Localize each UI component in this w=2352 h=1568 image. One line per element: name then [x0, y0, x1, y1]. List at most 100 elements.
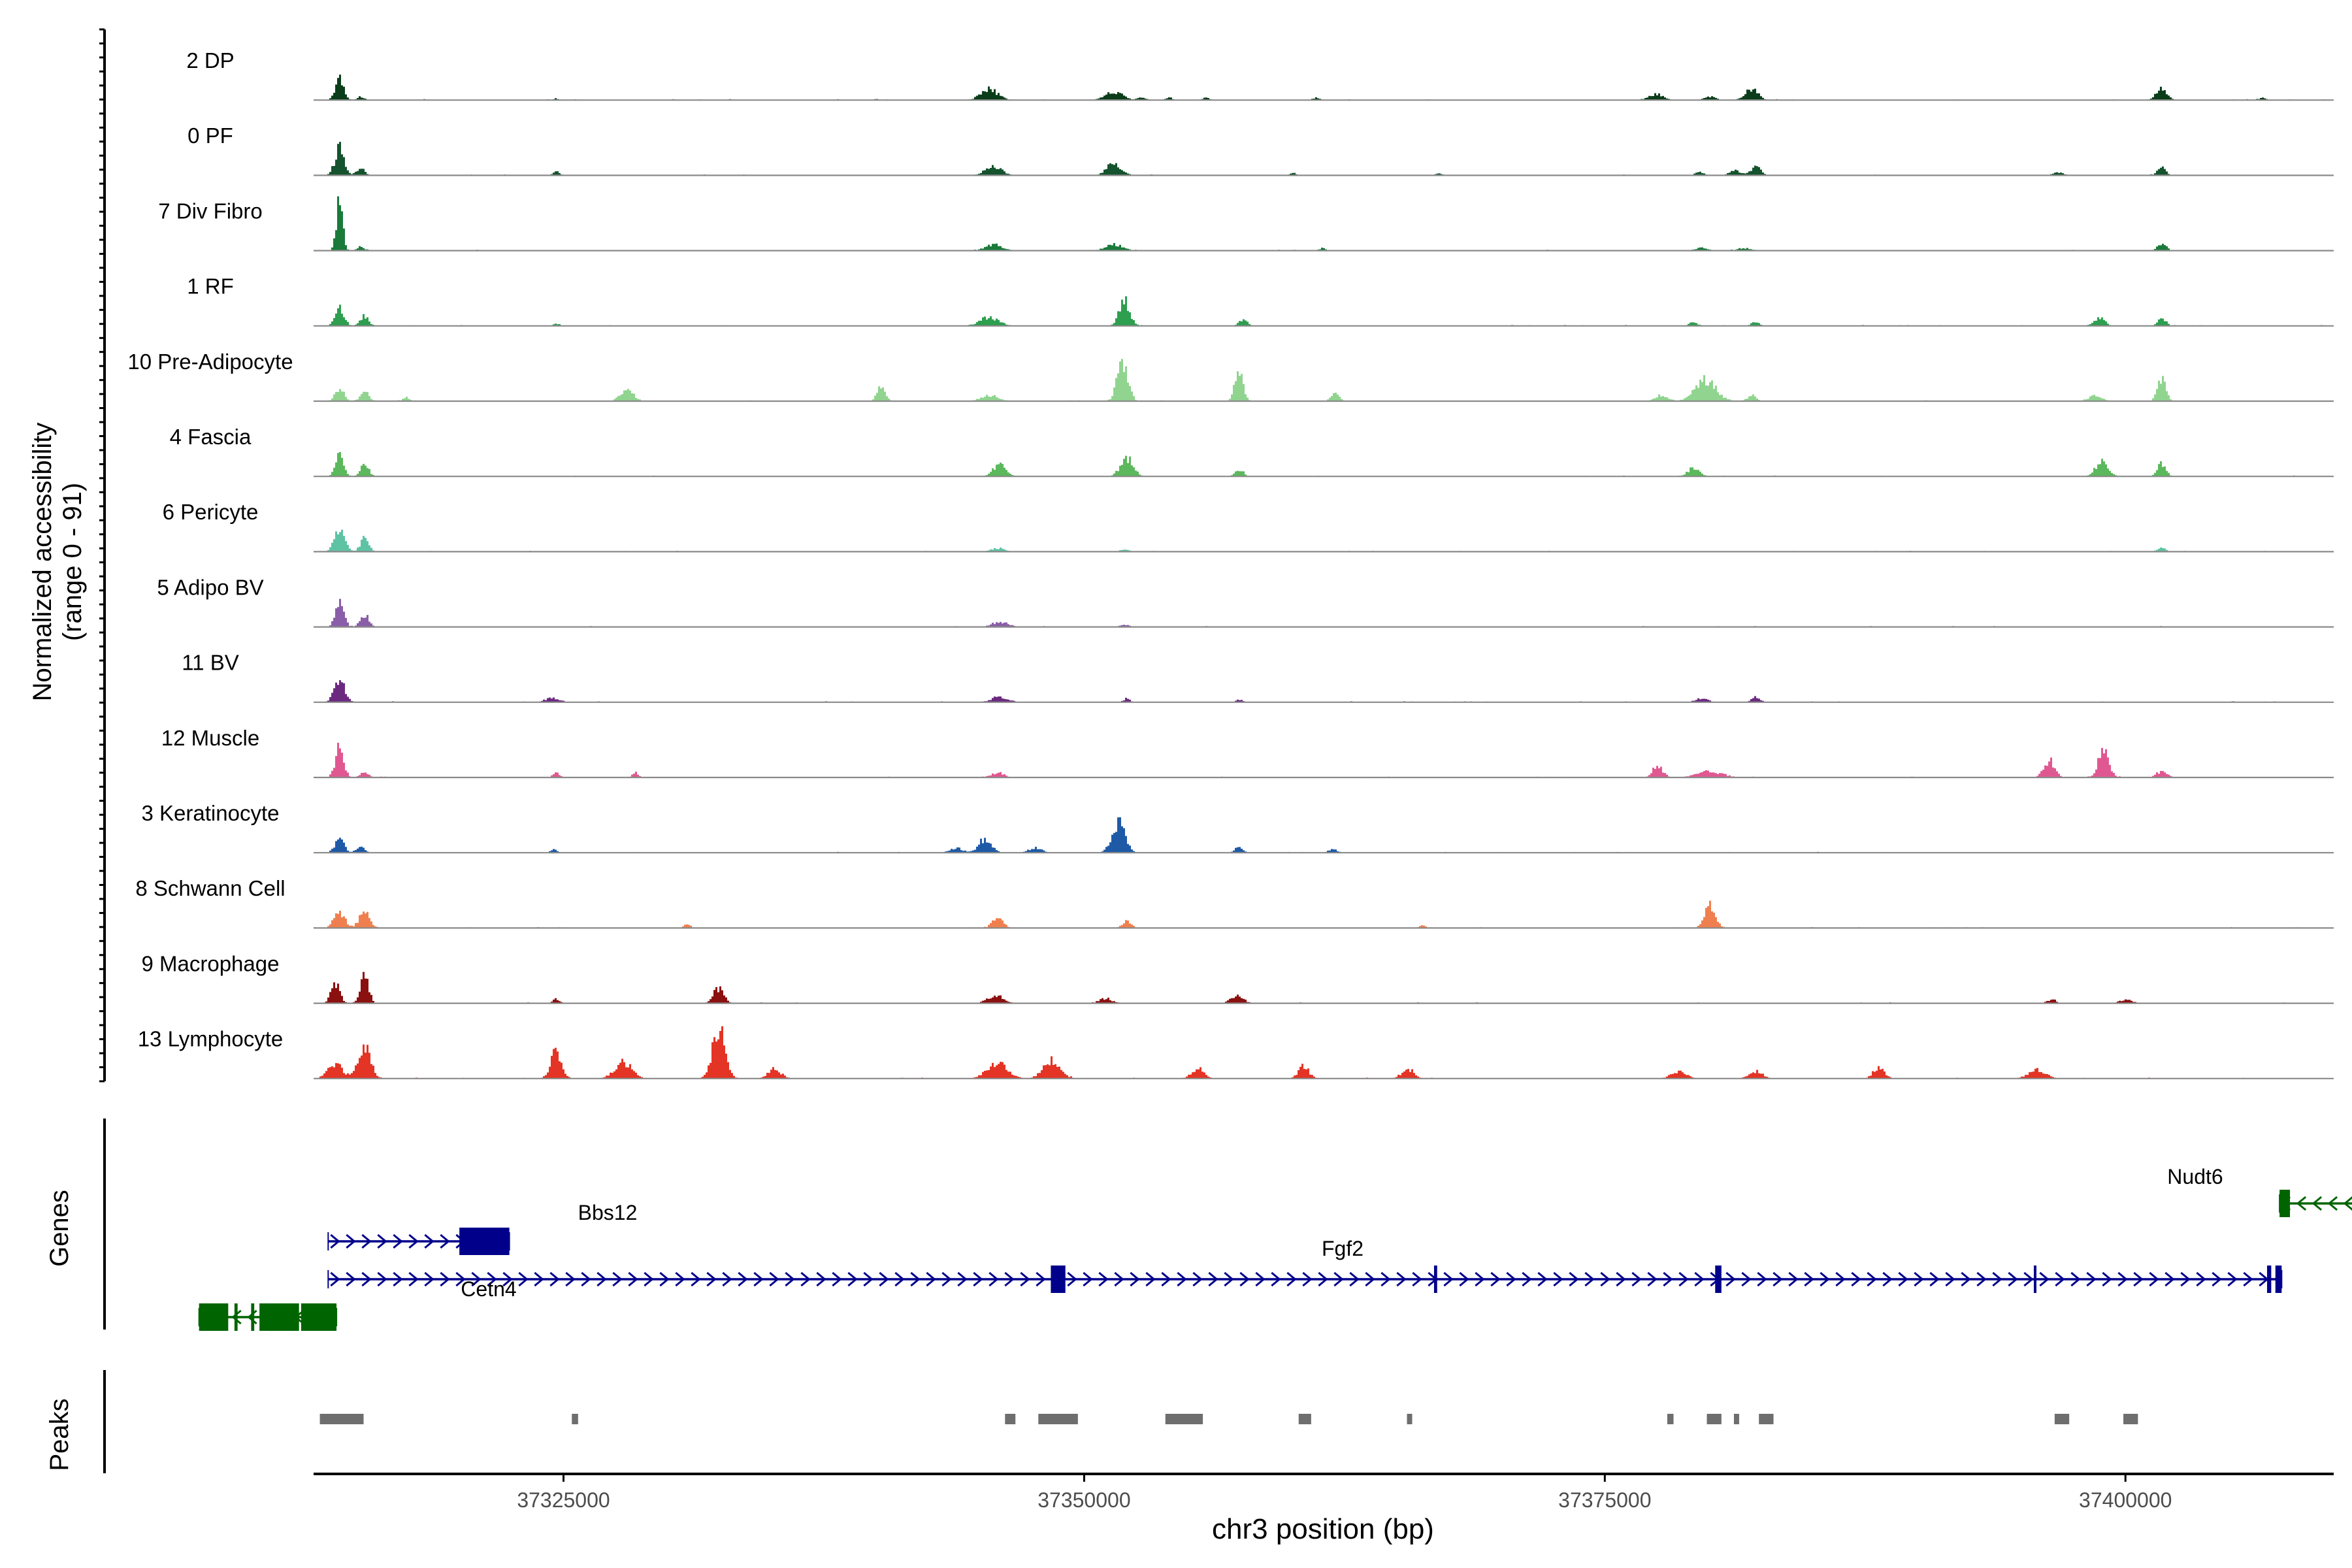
strand-arrow [2133, 1271, 2144, 1287]
strand-arrow [1083, 1271, 1093, 1287]
strand-arrow [424, 1271, 434, 1287]
strand-arrow [1741, 1271, 1752, 1287]
exon [1051, 1266, 1066, 1293]
exon [2275, 1266, 2282, 1293]
strand-arrow [2117, 1271, 2128, 1287]
peak-region [319, 1414, 364, 1424]
strand-arrow [440, 1233, 450, 1249]
strand-arrow [926, 1271, 936, 1287]
exon [2033, 1266, 2036, 1293]
strand-arrow [2070, 1271, 2081, 1287]
strand-arrow [2039, 1271, 2050, 1287]
strand-arrow [832, 1271, 842, 1287]
strand-arrow [785, 1271, 795, 1287]
exon [2279, 1190, 2291, 1217]
accessibility-tracks: 2 DP 0 PF 7 Div Fibro 1 RF 10 Pre-Adipocyte 4… [127, 48, 2334, 1079]
track-label: 0 PF [188, 123, 233, 148]
strand-arrow [518, 1271, 529, 1287]
strand-arrow [2055, 1271, 2065, 1287]
strand-arrow [628, 1271, 638, 1287]
strand-arrow [2023, 1271, 2034, 1287]
peak-region [572, 1414, 578, 1424]
strand-arrow [393, 1271, 403, 1287]
strand-arrow [440, 1271, 450, 1287]
strand-arrow [1271, 1271, 1281, 1287]
strand-arrow [377, 1271, 387, 1287]
strand-arrow [1036, 1271, 1046, 1287]
strand-arrow [1020, 1271, 1030, 1287]
strand-arrow [549, 1271, 560, 1287]
track-label: 3 Keratinocyte [142, 801, 280, 825]
track-0-pf: 0 PF [188, 123, 2334, 176]
strand-arrow [408, 1271, 419, 1287]
exon [1715, 1266, 1722, 1293]
strand-arrow [1506, 1271, 1516, 1287]
strand-arrow [2196, 1271, 2206, 1287]
gene-fgf2: Fgf2 [327, 1237, 2283, 1293]
gene-label: Fgf2 [1322, 1237, 1364, 1260]
gene-bbs12: Bbs12 [327, 1201, 637, 1255]
track-label: 13 Lymphocyte [138, 1027, 284, 1051]
track-9-macrophage: 9 Macrophage [142, 951, 2334, 1004]
strand-arrow [2212, 1271, 2222, 1287]
gene-cetn4: Cetn4 [198, 1277, 517, 1331]
x-tick-label: 37375000 [1558, 1488, 1651, 1512]
strand-arrow [1914, 1271, 1924, 1287]
peak-panel [319, 1414, 2138, 1424]
strand-arrow [644, 1271, 654, 1287]
strand-arrow [455, 1271, 466, 1287]
strand-arrow [1945, 1271, 1955, 1287]
peak-region [1707, 1414, 1722, 1424]
strand-arrow [424, 1233, 434, 1249]
strand-arrow [1067, 1271, 1077, 1287]
strand-arrow [1757, 1271, 1767, 1287]
y-axis-title-line1: Normalized accessibility [28, 423, 57, 702]
strand-arrow [1631, 1271, 1642, 1287]
strand-arrow [330, 1233, 340, 1249]
strand-arrow [1318, 1271, 1328, 1287]
strand-arrow [1145, 1271, 1156, 1287]
strand-arrow [1882, 1271, 1893, 1287]
strand-arrow [2343, 1196, 2352, 1211]
y-axis-title-line2: (range 0 - 91) [58, 483, 87, 641]
gene-annotation-panel: Bbs12 Fgf2 Cetn4 Nudt6 [198, 1165, 2352, 1331]
strand-arrow [973, 1271, 983, 1287]
strand-arrow [1365, 1271, 1375, 1287]
strand-arrow [534, 1271, 544, 1287]
strand-arrow [1961, 1271, 1971, 1287]
strand-arrow [957, 1271, 968, 1287]
strand-arrow [910, 1271, 921, 1287]
peak-region [1165, 1414, 1203, 1424]
exon [234, 1303, 238, 1331]
track-7-div-fibro: 7 Div Fibro [158, 196, 2334, 252]
peak-region [1038, 1414, 1078, 1424]
strand-arrow [1678, 1271, 1689, 1287]
strand-arrow [1443, 1271, 1454, 1287]
strand-arrow [1333, 1271, 1344, 1287]
peak-region [1298, 1414, 1311, 1424]
strand-arrow [1553, 1271, 1563, 1287]
coverage-area [314, 1026, 2334, 1079]
peak-region [1733, 1414, 1739, 1424]
track-6-pericyte: 6 Pericyte [163, 500, 2334, 553]
peak-region [1005, 1414, 1016, 1424]
strand-arrow [1835, 1271, 1846, 1287]
strand-arrow [894, 1271, 905, 1287]
strand-arrow [1992, 1271, 2002, 1287]
strand-arrow [2149, 1271, 2159, 1287]
strand-arrow [1616, 1271, 1626, 1287]
strand-arrow [800, 1271, 811, 1287]
strand-arrow [565, 1271, 576, 1287]
strand-arrow [1788, 1271, 1799, 1287]
strand-arrow [231, 1309, 242, 1325]
strand-arrow [1004, 1271, 1015, 1287]
exon [1433, 1266, 1437, 1293]
track-12-muscle: 12 Muscle [161, 726, 2334, 779]
track-8-schwann-cell: 8 Schwann Cell [135, 876, 2334, 929]
peak-region [1667, 1414, 1674, 1424]
strand-arrow [1490, 1271, 1501, 1287]
track-label: 6 Pericyte [163, 500, 259, 524]
gene-nudt6: Nudt6 [2167, 1165, 2352, 1217]
strand-arrow [1772, 1271, 1783, 1287]
track-label: 1 RF [187, 274, 234, 299]
